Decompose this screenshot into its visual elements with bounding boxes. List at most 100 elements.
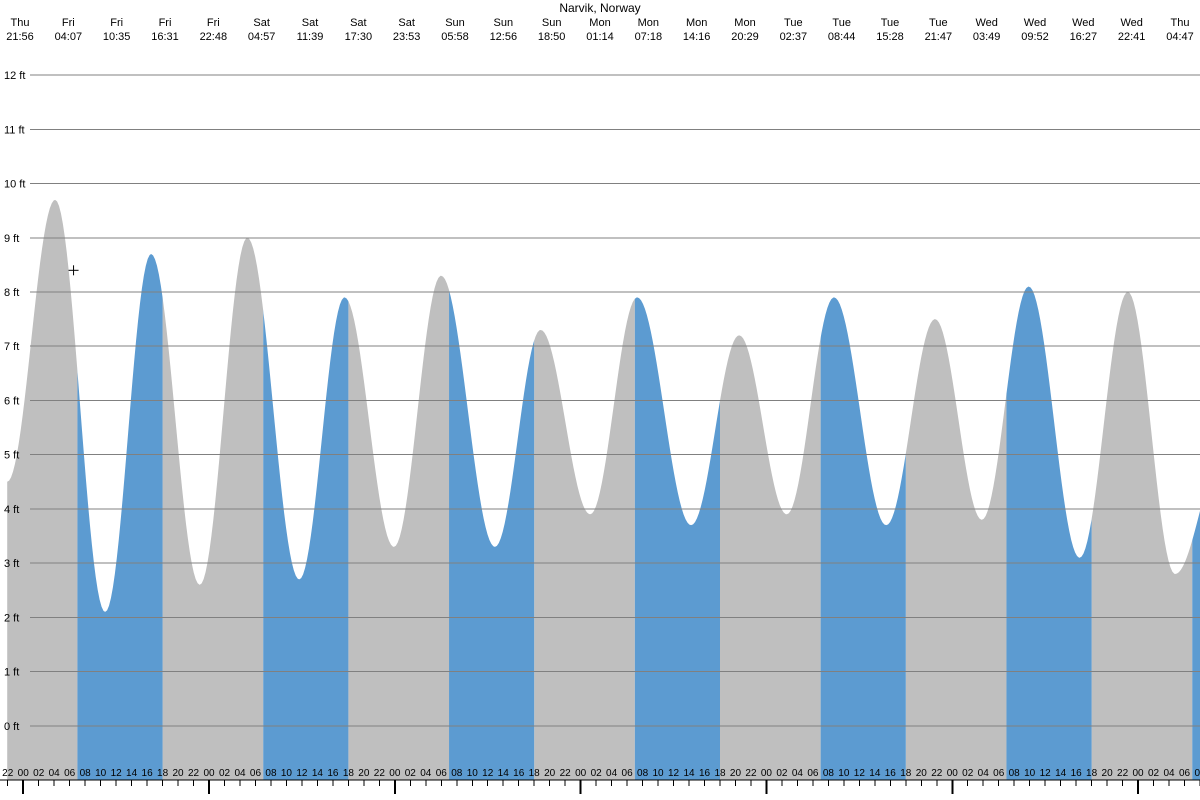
chart-title: Narvik, Norway — [559, 1, 640, 15]
top-label-time: 03:49 — [973, 31, 1001, 43]
top-label-time: 11:39 — [297, 31, 324, 43]
x-axis-hour-label: 22 — [931, 768, 943, 779]
x-axis-hour-label: 14 — [498, 768, 510, 779]
top-label-time: 01:14 — [586, 31, 614, 43]
top-label-day: Mon — [686, 17, 707, 29]
x-axis-hour-label: 00 — [575, 768, 587, 779]
x-axis-hour-label: 02 — [405, 768, 417, 779]
x-axis-hour-label: 02 — [33, 768, 45, 779]
x-axis-hour-label: 00 — [203, 768, 215, 779]
top-label-time: 12:56 — [490, 31, 518, 43]
top-label-day: Sat — [302, 17, 319, 29]
x-axis-hour-label: 12 — [1040, 768, 1052, 779]
x-axis-hour-label: 18 — [900, 768, 912, 779]
x-axis-hour-label: 00 — [1133, 768, 1145, 779]
x-axis-hour-label: 06 — [436, 768, 448, 779]
top-label-time: 04:47 — [1166, 31, 1194, 43]
x-axis-hour-label: 20 — [173, 768, 185, 779]
top-label-day: Sat — [350, 17, 367, 29]
x-axis-hour-label: 08 — [637, 768, 649, 779]
top-label-time: 02:37 — [780, 31, 808, 43]
x-axis-hour-label: 12 — [111, 768, 123, 779]
x-axis-hour-label: 04 — [606, 768, 618, 779]
x-axis-hour-label: 18 — [529, 768, 541, 779]
x-axis-hour-label: 20 — [916, 768, 928, 779]
x-axis-hour-label: 16 — [885, 768, 897, 779]
top-label-time: 21:47 — [925, 31, 953, 43]
x-axis-hour-label: 00 — [947, 768, 959, 779]
x-axis-hour-label: 06 — [807, 768, 819, 779]
top-label-day: Tue — [929, 17, 948, 29]
x-axis-hour-label: 14 — [1055, 768, 1067, 779]
x-axis-hour-label: 08 — [265, 768, 277, 779]
x-axis-hour-label: 02 — [1148, 768, 1160, 779]
x-axis-hour-label: 10 — [1024, 768, 1036, 779]
x-axis-hour-label: 04 — [420, 768, 432, 779]
top-label-time: 16:31 — [151, 31, 179, 43]
x-axis-hour-label: 14 — [683, 768, 695, 779]
top-label-time: 20:29 — [731, 31, 759, 43]
x-axis-hour-label: 10 — [467, 768, 479, 779]
x-axis-hour-label: 16 — [142, 768, 154, 779]
y-axis-label: 12 ft — [4, 70, 25, 82]
x-axis-hour-label: 04 — [1163, 768, 1175, 779]
top-label-day: Sat — [398, 17, 415, 29]
top-label-day: Sat — [253, 17, 270, 29]
top-label-time: 17:30 — [345, 31, 373, 43]
top-label-day: Wed — [1120, 17, 1142, 29]
x-axis-hour-label: 18 — [714, 768, 726, 779]
x-axis-hour-label: 14 — [126, 768, 138, 779]
y-axis-label: 6 ft — [4, 395, 19, 407]
x-axis-hour-label: 22 — [188, 768, 200, 779]
x-axis-hour-label: 22 — [374, 768, 386, 779]
x-axis-hour-label: 16 — [1071, 768, 1083, 779]
top-label-day: Tue — [784, 17, 803, 29]
x-axis-hour-label: 16 — [513, 768, 525, 779]
y-axis-label: 10 ft — [4, 179, 25, 191]
x-axis-hour-label: 20 — [730, 768, 742, 779]
top-label-day: Tue — [881, 17, 900, 29]
x-axis-hour-label: 16 — [327, 768, 339, 779]
top-label-day: Fri — [159, 17, 172, 29]
top-label-time: 04:57 — [248, 31, 276, 43]
x-axis-hour-label: 08 — [451, 768, 463, 779]
top-label-time: 22:41 — [1118, 31, 1146, 43]
x-axis-hour-label: 18 — [343, 768, 355, 779]
x-axis-hour-label: 08 — [1009, 768, 1021, 779]
top-label-day: Fri — [62, 17, 75, 29]
top-label-day: Wed — [1024, 17, 1046, 29]
y-axis-label: 1 ft — [4, 667, 19, 679]
x-axis-hour-label: 14 — [869, 768, 881, 779]
x-axis-hour-label: 22 — [560, 768, 572, 779]
x-axis-hour-label: 04 — [234, 768, 246, 779]
top-label-day: Mon — [638, 17, 659, 29]
x-axis-hour-label: 08 — [1194, 768, 1200, 779]
top-label-time: 14:16 — [683, 31, 711, 43]
x-axis-hour-label: 20 — [544, 768, 556, 779]
y-axis-label: 9 ft — [4, 233, 19, 245]
x-axis-hour-label: 06 — [64, 768, 76, 779]
x-axis-hour-label: 18 — [157, 768, 169, 779]
x-axis-hour-label: 06 — [1179, 768, 1191, 779]
x-axis-hour-label: 02 — [219, 768, 231, 779]
top-label-time: 10:35 — [103, 31, 131, 43]
x-axis-hour-label: 08 — [80, 768, 92, 779]
top-label-time: 16:27 — [1070, 31, 1098, 43]
top-label-day: Sun — [494, 17, 514, 29]
x-axis-hour-label: 02 — [591, 768, 603, 779]
x-axis-hour-label: 12 — [854, 768, 866, 779]
top-label-day: Fri — [110, 17, 123, 29]
y-axis-label: 4 ft — [4, 504, 19, 516]
top-label-day: Wed — [1072, 17, 1094, 29]
x-axis-hour-label: 08 — [823, 768, 835, 779]
y-axis-label: 3 ft — [4, 558, 19, 570]
x-axis-hour-label: 02 — [776, 768, 788, 779]
y-axis-label: 0 ft — [4, 721, 19, 733]
x-axis-hour-label: 00 — [389, 768, 401, 779]
top-label-day: Mon — [734, 17, 755, 29]
top-label-time: 04:07 — [55, 31, 83, 43]
top-label-time: 22:48 — [200, 31, 228, 43]
top-label-time: 08:44 — [828, 31, 856, 43]
top-label-day: Sun — [542, 17, 562, 29]
y-axis-label: 5 ft — [4, 450, 19, 462]
